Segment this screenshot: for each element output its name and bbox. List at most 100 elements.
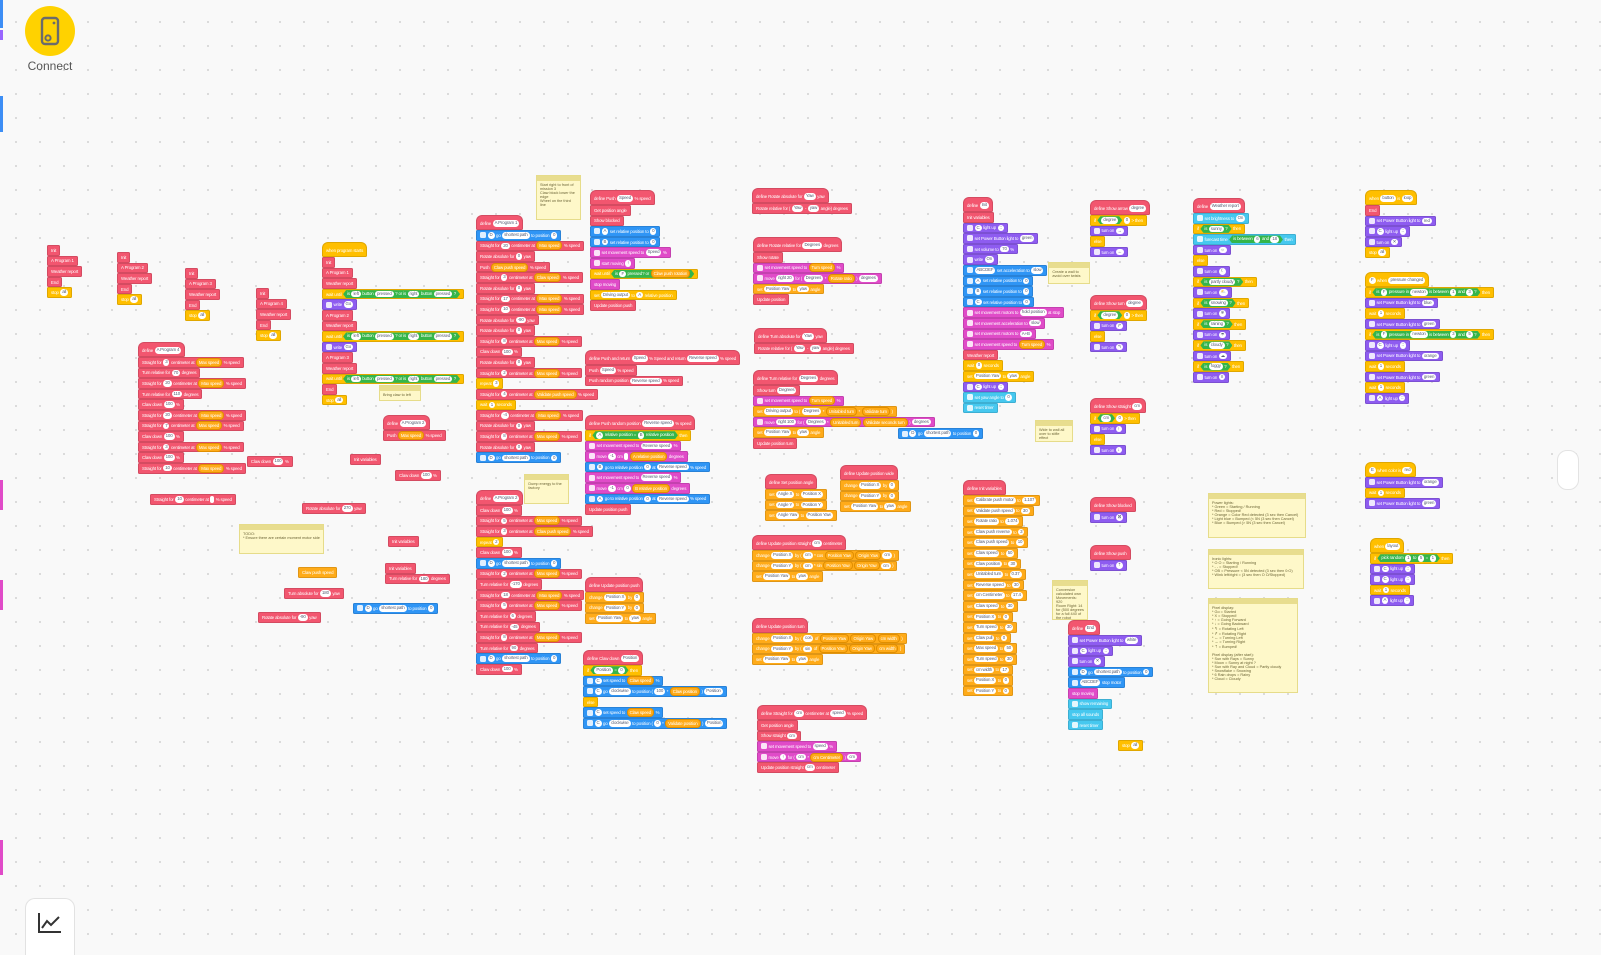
input-field[interactable]: 2	[493, 538, 500, 546]
code-block[interactable]: Turn relative for 110 degrees	[138, 388, 203, 400]
block-stack-define-push-and-return[interactable]: define Push and return Speed % Speed and…	[585, 350, 741, 387]
input-field[interactable]: C	[1079, 647, 1087, 655]
input-field[interactable]: yaw	[807, 205, 820, 212]
code-block[interactable]: Straight for 5 centimeter at Max speed %…	[476, 515, 582, 527]
code-block[interactable]: Straight for 5 centimeter at Max speed %…	[476, 600, 582, 611]
code-block[interactable]: C light up ::	[1068, 645, 1113, 657]
code-block[interactable]: set Power Button light to green	[1365, 498, 1441, 509]
code-block[interactable]: A light up ::	[1365, 392, 1410, 404]
input-field[interactable]: -90	[515, 316, 526, 324]
code-block[interactable]: Straight for 3 centimeter at Claw push s…	[476, 526, 593, 537]
input-field[interactable]: degrees	[858, 275, 878, 282]
input-field[interactable]: foggy	[1210, 363, 1221, 369]
input-field[interactable]: button	[1380, 195, 1396, 202]
input-field[interactable]: clockwise	[609, 720, 631, 727]
input-field[interactable]: cm	[881, 562, 891, 570]
input-field[interactable]: 10	[175, 496, 184, 503]
input-field[interactable]: ::	[997, 383, 1004, 391]
input-field[interactable]: ::	[1399, 394, 1406, 402]
code-block[interactable]: set Angle X to Position X	[765, 489, 827, 500]
code-block[interactable]: End	[256, 319, 272, 331]
input-field[interactable]: 100	[501, 507, 513, 514]
variable-reporter[interactable]: Claw position	[669, 686, 700, 696]
code-block[interactable]: Init	[256, 288, 270, 299]
code-block[interactable]: Get position angle	[590, 205, 631, 216]
input-field[interactable]: -45	[509, 623, 520, 631]
block-stack-define-program-2[interactable]: define A Program 2 Claw down 100 % Straigh…	[476, 490, 593, 675]
block-stack-define-update-position-turn[interactable]: define Update position turn change Positi…	[752, 618, 907, 665]
code-block[interactable]: turn on ←	[1090, 246, 1128, 258]
block-stack-loose-end-stop[interactable]: stop all	[1118, 740, 1144, 751]
input-field[interactable]: Turn speed	[973, 655, 999, 663]
code-block[interactable]: C light up ::	[963, 222, 1008, 234]
input-field[interactable]: -90	[297, 614, 308, 621]
code-block[interactable]: A Program 1	[322, 267, 353, 279]
input-field[interactable]: ::	[1399, 342, 1406, 349]
code-block[interactable]: Rotate absolute for 0 yaw	[476, 282, 535, 294]
code-block[interactable]: Get position angle	[757, 720, 798, 731]
block-stack-loose-rotate-absolute-1[interactable]: Rotate absolute for -90 yaw	[258, 612, 321, 623]
input-field[interactable]: all	[130, 296, 139, 303]
code-block[interactable]: A Program 1	[47, 255, 78, 267]
input-field[interactable]: cm	[1132, 403, 1142, 410]
input-field[interactable]: 10	[1015, 539, 1025, 546]
variable-reporter[interactable]: cm Centimeter	[810, 752, 843, 762]
code-block[interactable]: Straight for 3 centimeter at Max speed %…	[138, 441, 244, 453]
input-field[interactable]: 8	[501, 634, 508, 641]
variable-reporter[interactable]: cm width	[876, 644, 899, 654]
code-block[interactable]: stop all	[47, 287, 73, 298]
input-field[interactable]: Position	[596, 667, 611, 673]
input-field[interactable]: ↑	[1115, 425, 1122, 433]
input-field[interactable]: 2	[501, 369, 508, 377]
boolean-reporter[interactable]: is F pressed? or Claw push rotation	[611, 270, 694, 278]
code-block[interactable]: Show rotate	[753, 252, 783, 263]
input-field[interactable]: -1	[608, 485, 616, 492]
code-block[interactable]: set Max speed to 50	[963, 643, 1018, 654]
code-block[interactable]: move right 20 for (Degrees * Rotate rati…	[753, 273, 882, 284]
code-block[interactable]: End	[185, 299, 201, 311]
hat-block[interactable]: F when pressure changed	[1365, 272, 1430, 287]
input-field[interactable]: ABCDEF	[1079, 679, 1101, 686]
input-field[interactable]: ↓	[1115, 446, 1122, 454]
input-field[interactable]: left	[353, 333, 359, 339]
input-field[interactable]: pressed	[377, 290, 392, 296]
code-block[interactable]: Show blocked	[590, 215, 624, 227]
input-field[interactable]: 0	[1116, 415, 1123, 422]
input-field[interactable]: right	[409, 333, 418, 339]
code-block[interactable]: else	[583, 696, 599, 708]
code-block[interactable]: turn on ☾	[1193, 265, 1231, 277]
input-field[interactable]: right	[409, 290, 418, 296]
input-field[interactable]: red	[1402, 467, 1413, 474]
input-field[interactable]: yaw	[809, 345, 822, 352]
code-block[interactable]: change Position Y by (sin of Position Ya…	[752, 643, 906, 655]
block-stack-define-show-push[interactable]: define Show push turn on ⇡	[1090, 545, 1131, 571]
code-block[interactable]: Claw down 100 %	[476, 505, 522, 516]
code-block[interactable]: C light up ::	[1365, 226, 1410, 237]
variable-reporter[interactable]: Max speed	[533, 569, 561, 579]
boolean-reporter[interactable]: is cloudy ?	[1200, 341, 1232, 349]
input-field[interactable]: cm	[787, 732, 797, 740]
code-block[interactable]: Init variables	[963, 212, 994, 223]
input-field[interactable]: -4	[501, 412, 509, 419]
variable-reporter[interactable]: Position Yaw	[823, 561, 853, 571]
input-field[interactable]: yaw	[796, 573, 808, 580]
block-stack-define-program-4[interactable]: define A Program 4 Straight for 3 centime…	[138, 342, 246, 474]
variable-reporter[interactable]: Max speed	[198, 463, 225, 473]
code-block[interactable]: else	[1090, 236, 1106, 247]
variable-reporter[interactable]: Validate position	[665, 718, 701, 728]
input-field[interactable]: E	[1369, 467, 1376, 474]
input-field[interactable]: 0	[975, 362, 983, 369]
input-field[interactable]: 1	[1377, 363, 1385, 370]
variable-reporter[interactable]: Unitabled turn	[825, 406, 858, 416]
block-stack-loose-rotate-absolute-2[interactable]: Rotate absolute for 270 yaw	[302, 503, 366, 514]
comment-dump[interactable]: Dump energy to the factory	[524, 474, 570, 504]
variable-reporter[interactable]: Origin Yaw	[854, 561, 880, 571]
input-field[interactable]: 0	[1005, 394, 1012, 401]
input-field[interactable]: A	[596, 495, 604, 503]
variable-reporter[interactable]: Max speed	[536, 241, 563, 251]
code-block[interactable]: move -1 cm 0 B relative position degrees	[585, 482, 691, 494]
input-field[interactable]: ::	[1404, 597, 1411, 604]
code-block[interactable]: Init	[185, 268, 199, 279]
code-block[interactable]: Claw down 100 %	[476, 346, 522, 358]
code-block[interactable]: Straight for 8 centimeter at Max speed %…	[476, 431, 582, 442]
